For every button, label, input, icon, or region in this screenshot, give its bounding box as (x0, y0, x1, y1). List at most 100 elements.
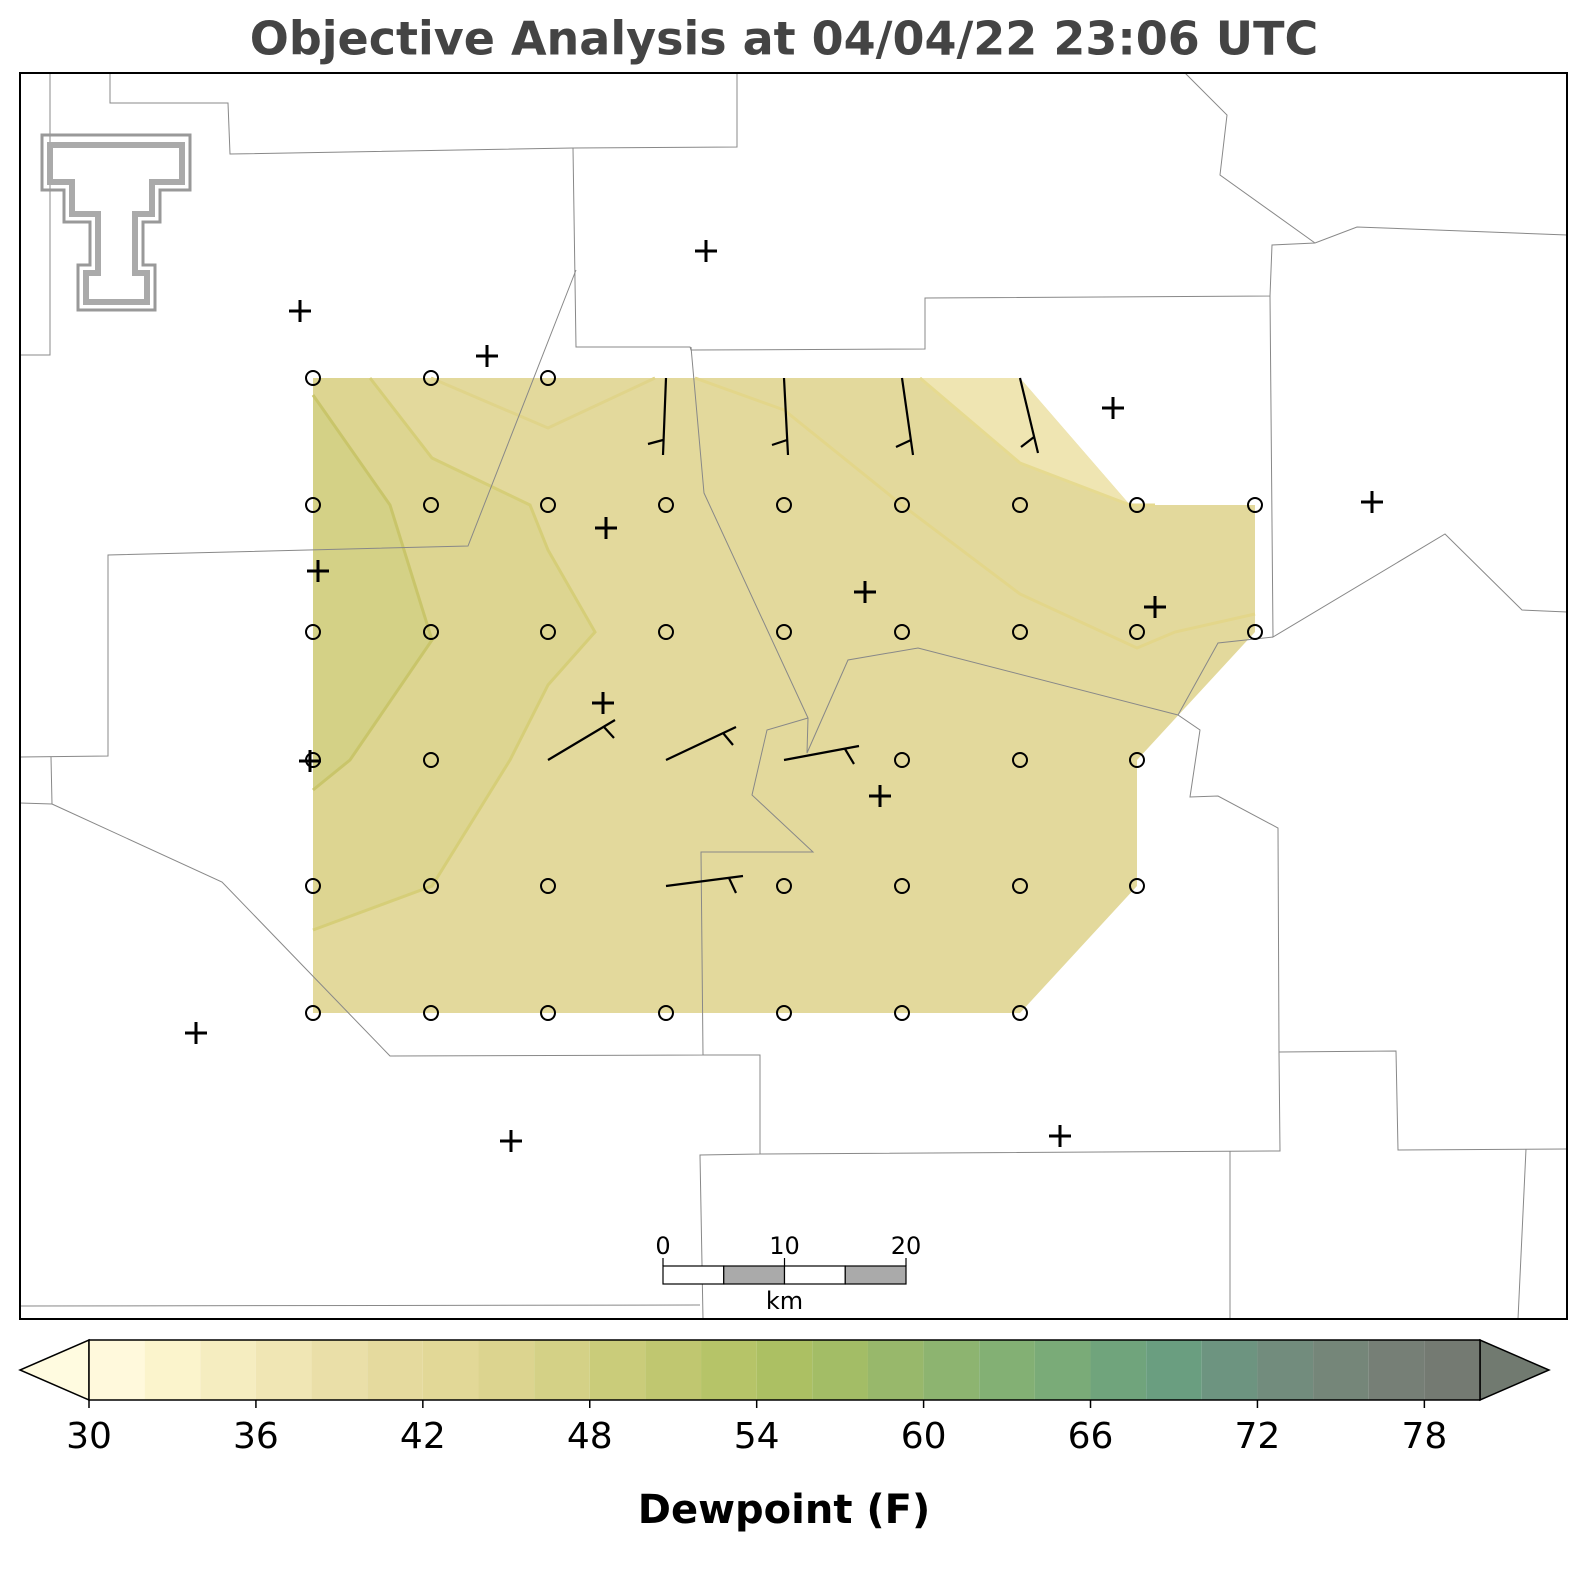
grid-point (1129, 497, 1145, 513)
station (869, 785, 891, 807)
grid-point (658, 1005, 674, 1021)
grid-point (423, 878, 439, 894)
wind-barbs (547, 377, 1040, 894)
grid-point (1247, 497, 1263, 513)
station (1102, 397, 1124, 419)
station (500, 1130, 522, 1152)
grid-point (658, 624, 674, 640)
grid-point (1012, 878, 1028, 894)
contour (311, 394, 434, 792)
colorbar-bin (867, 1340, 924, 1400)
colorbar-tick-label: 60 (901, 1416, 947, 1457)
colorbar-bin (478, 1340, 535, 1400)
station (476, 345, 498, 367)
grid-point (1012, 497, 1028, 513)
colorbar-bin (1424, 1340, 1480, 1400)
station (1361, 491, 1383, 513)
colorbar-bin (1201, 1340, 1258, 1400)
scale-tick-label: 10 (769, 1232, 800, 1260)
colorbar: 30 36 42 48 54 60 66 72 78 (18, 1338, 1551, 1457)
grid-point (423, 624, 439, 640)
scale-unit: km (766, 1287, 803, 1315)
grid-point (540, 497, 556, 513)
colorbar-bin (812, 1340, 868, 1400)
scale-segment (662, 1265, 725, 1285)
colorbar-bin (979, 1340, 1035, 1400)
grid-point (540, 370, 556, 386)
contour (694, 376, 1256, 650)
contour (430, 376, 656, 430)
grid-point (423, 370, 439, 386)
station (1144, 596, 1166, 618)
dewpoint-field (311, 376, 1256, 1013)
colorbar-extend-high (1479, 1338, 1551, 1402)
scale-segment (723, 1265, 786, 1285)
colorbar-bin (1034, 1340, 1091, 1400)
contour (919, 376, 1155, 507)
map-frame (19, 72, 1568, 1320)
grid-point (776, 497, 792, 513)
grid-point (540, 1005, 556, 1021)
colorbar-bin (144, 1340, 201, 1400)
grid-point (540, 878, 556, 894)
colorbar-extend-low (18, 1338, 90, 1402)
colorbar-bin (534, 1340, 590, 1400)
colorbar-label: Dewpoint (F) (638, 1487, 931, 1533)
field-band (313, 395, 432, 790)
station (289, 300, 311, 322)
scale-bar: 0 10 20 km (655, 1232, 921, 1315)
title: Objective Analysis at 04/04/22 23:06 UTC (250, 12, 1319, 66)
grid-point (894, 878, 910, 894)
colorbar-bin (1368, 1340, 1425, 1400)
colorbar-bin (645, 1340, 702, 1400)
grid-point (894, 1005, 910, 1021)
colorbar-frame (88, 1339, 1481, 1401)
grid-point (776, 624, 792, 640)
colorbar-tick-label: 72 (1235, 1416, 1281, 1457)
colorbar-tick-label: 48 (567, 1416, 613, 1457)
colorbar-bin (1146, 1340, 1202, 1400)
grid-point (1012, 752, 1028, 768)
contour (312, 377, 597, 932)
colorbar-bin (1313, 1340, 1369, 1400)
grid-point (1247, 624, 1263, 640)
grid-point (305, 878, 321, 894)
scale-segment (844, 1265, 907, 1285)
station (307, 560, 329, 582)
grid-point (776, 1005, 792, 1021)
colorbar-bin (200, 1340, 256, 1400)
colorbar-bin (1090, 1340, 1147, 1400)
grid-point (894, 752, 910, 768)
colorbar-bin (255, 1340, 312, 1400)
grid-point (423, 497, 439, 513)
grid-point (1129, 624, 1145, 640)
colorbar-bin (1257, 1340, 1314, 1400)
colorbar-tick-label: 30 (66, 1416, 112, 1457)
grid-point (658, 497, 674, 513)
station (595, 517, 617, 539)
grid-point (894, 624, 910, 640)
grid-point (776, 878, 792, 894)
grid-point (423, 1005, 439, 1021)
colorbar-tick-label: 54 (734, 1416, 780, 1457)
colorbar-tick-label: 66 (1068, 1416, 1114, 1457)
colorbar-bin (367, 1340, 423, 1400)
colorbar-bin (701, 1340, 757, 1400)
grid-point (1012, 624, 1028, 640)
map: 0 10 20 km (19, 72, 1568, 1320)
grid-point (1129, 752, 1145, 768)
scale-tick-label: 0 (655, 1232, 670, 1260)
station (854, 581, 876, 603)
grid-point (305, 1005, 321, 1021)
grid-point (305, 624, 321, 640)
grid-point (894, 497, 910, 513)
station (592, 692, 614, 714)
grid-point (1012, 1005, 1028, 1021)
logo (40, 133, 192, 312)
field-band (920, 378, 1130, 505)
station (695, 240, 717, 262)
colorbar-tick-label: 36 (233, 1416, 279, 1457)
stations (185, 240, 1383, 1152)
grid-point (423, 752, 439, 768)
colorbar-bin (422, 1340, 479, 1400)
